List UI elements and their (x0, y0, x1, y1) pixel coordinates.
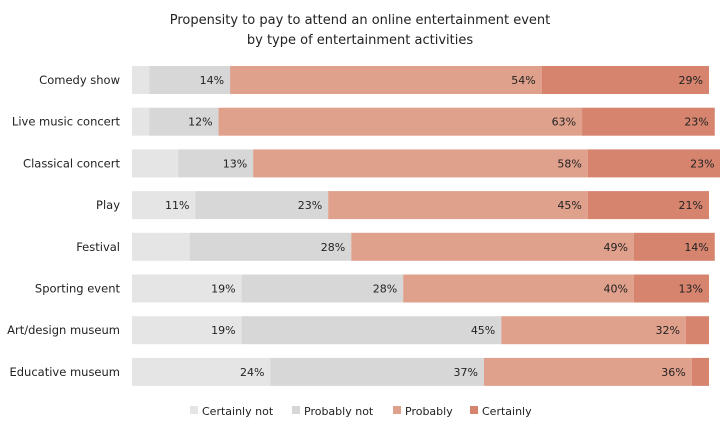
category-label: Art/design museum (7, 323, 120, 337)
data-label: 12% (188, 116, 212, 129)
data-label: 23% (298, 199, 322, 212)
legend-swatch (190, 406, 198, 414)
legend-label: Probably not (304, 405, 374, 418)
bar-segment (195, 191, 329, 220)
data-label: 37% (454, 366, 478, 379)
chart-title-line-1: Propensity to pay to attend an online en… (169, 13, 551, 28)
bar-segment (149, 66, 231, 94)
category-label: Live music concert (12, 115, 121, 129)
bar-segment (633, 274, 709, 303)
data-label: 54% (511, 74, 535, 87)
bar-segment (582, 107, 715, 136)
data-label: 29% (679, 74, 703, 87)
data-label: 14% (200, 74, 224, 87)
legend-swatch (393, 406, 401, 414)
data-label: 28% (321, 241, 345, 254)
legend-label: Probably (405, 405, 453, 418)
bar-segment (351, 232, 634, 261)
bar-segment (541, 66, 709, 94)
bar-segment (587, 149, 720, 178)
data-label: 11% (165, 199, 189, 212)
data-label: 19% (211, 324, 235, 337)
bar-segment (685, 316, 709, 345)
bar-segment (403, 274, 634, 303)
bar-segment (253, 149, 588, 178)
category-label: Festival (76, 240, 120, 254)
data-label: 13% (223, 157, 247, 170)
data-label: 23% (690, 157, 714, 170)
bar-segment (483, 357, 692, 386)
bar-segment (132, 149, 179, 178)
bar-segment (230, 66, 542, 94)
data-label: 13% (679, 283, 703, 296)
bar-segment (241, 274, 404, 303)
bar-segment (178, 149, 254, 178)
bar-segment (132, 316, 242, 345)
legend-label: Certainly not (202, 405, 274, 418)
bar-segment (132, 191, 196, 220)
data-label: 23% (684, 116, 708, 129)
bar-segment (132, 357, 271, 386)
bar-segment (241, 316, 502, 345)
data-label: 45% (471, 324, 495, 337)
bar-segment (132, 107, 150, 136)
data-label: 63% (552, 116, 576, 129)
data-label: 28% (373, 283, 397, 296)
bar-segment (149, 107, 219, 136)
data-label: 19% (211, 283, 235, 296)
data-label: 40% (604, 283, 628, 296)
bar-segment (328, 191, 588, 220)
bar-segment (587, 191, 709, 220)
category-label: Comedy show (39, 73, 120, 87)
category-label: Educative museum (9, 365, 120, 379)
data-label: 21% (679, 199, 703, 212)
bar-segment (218, 107, 583, 136)
bar-segment (132, 274, 242, 303)
data-label: 36% (661, 366, 685, 379)
category-label: Sporting event (35, 282, 121, 296)
bar-segment (132, 232, 190, 261)
data-label: 49% (604, 241, 628, 254)
data-label: 32% (655, 324, 679, 337)
bar-segment (501, 316, 686, 345)
bar-segment (132, 66, 150, 94)
category-label: Play (96, 198, 120, 212)
data-label: 24% (240, 366, 264, 379)
category-label: Classical concert (23, 156, 120, 170)
legend-label: Certainly (482, 405, 532, 418)
data-label: 14% (684, 241, 708, 254)
legend-swatch (292, 406, 300, 414)
bar-segment (691, 357, 709, 386)
bar-segment (189, 232, 352, 261)
legend-swatch (470, 406, 478, 414)
data-label: 58% (557, 157, 581, 170)
chart-title-line-2: by type of entertainment activities (246, 33, 474, 48)
bar-segment (633, 232, 715, 261)
data-label: 45% (557, 199, 581, 212)
bar-segment (270, 357, 484, 386)
